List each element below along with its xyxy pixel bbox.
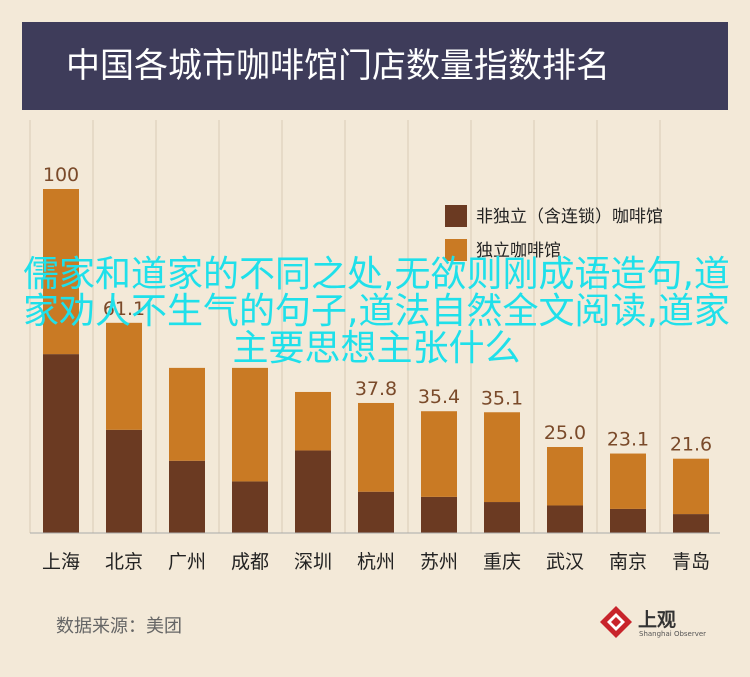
- x-tick-label: 深圳: [294, 551, 332, 573]
- bar-segment-chain: [484, 502, 520, 533]
- bar-segment-independent: [484, 412, 520, 503]
- bar-segment-independent: [43, 189, 79, 355]
- legend-label: 非独立（含连锁）咖啡馆: [476, 207, 663, 227]
- legend-swatch: [445, 239, 467, 261]
- x-tick-label: 上海: [42, 551, 80, 573]
- x-tick-label: 广州: [168, 551, 206, 573]
- total-label: 61.1: [103, 298, 145, 320]
- total-label: 100: [43, 164, 79, 186]
- bar-segment-chain: [106, 429, 142, 533]
- data-source: 数据来源：美团: [56, 616, 182, 637]
- bars: [43, 189, 709, 533]
- overlay-watermark-text: 儒家和道家的不同之处,无欲则刚成语造句,道家劝人不生气的句子,道法自然全文阅读,…: [23, 254, 730, 369]
- bar-segment-independent: [295, 391, 331, 451]
- x-tick-label: 成都: [231, 551, 269, 573]
- bar-segment-independent: [421, 411, 457, 497]
- bar-segment-chain: [43, 354, 79, 533]
- total-label: 23.1: [607, 429, 649, 451]
- legend-label: 独立咖啡馆: [476, 241, 561, 261]
- bar-segment-independent: [547, 447, 583, 506]
- x-tick-label: 重庆: [483, 551, 521, 573]
- x-tick-label: 苏州: [420, 551, 458, 573]
- total-label: 37.8: [355, 378, 397, 400]
- title-bar: 中国各城市咖啡馆门店数量指数排名: [22, 22, 728, 110]
- total-labels: 100 61.1 37.8 35.4 35.1 25.0 23.1 21.6: [43, 164, 712, 456]
- bar-segment-independent: [106, 322, 142, 430]
- bar-segment-chain: [547, 505, 583, 533]
- chart-title: 中国各城市咖啡馆门店数量指数排名: [66, 46, 610, 86]
- logo-subtitle: Shanghai Observer: [639, 630, 707, 638]
- total-label: 35.4: [418, 386, 460, 408]
- shanghai-observer-logo: 上观 Shanghai Observer: [598, 604, 708, 644]
- total-label: 35.1: [481, 387, 523, 409]
- x-tick-label: 青岛: [672, 551, 710, 573]
- bar-segment-chain: [610, 508, 646, 533]
- bar-segment-chain: [421, 496, 457, 533]
- bar-segment-independent: [358, 402, 394, 492]
- logo-name: 上观: [638, 609, 677, 631]
- x-axis-labels: 上海 北京 广州 成都 深圳 杭州 苏州 重庆 武汉 南京 青岛: [42, 551, 710, 573]
- grid-lines: [29, 120, 661, 533]
- total-label: 21.6: [670, 434, 712, 456]
- bar-segment-independent: [610, 453, 646, 509]
- bar-segment-independent: [673, 458, 709, 515]
- bar-segment-chain: [358, 491, 394, 533]
- bar-segment-independent: [169, 367, 205, 461]
- legend-swatch: [445, 205, 467, 227]
- bar-segment-chain: [673, 514, 709, 533]
- x-tick-label: 南京: [609, 551, 647, 573]
- total-label: 25.0: [544, 422, 586, 444]
- x-tick-label: 杭州: [357, 551, 395, 573]
- logo-mark-icon: [600, 606, 632, 638]
- bar-segment-independent: [232, 367, 268, 482]
- bar-segment-chain: [169, 460, 205, 533]
- bar-segment-chain: [232, 481, 268, 533]
- x-tick-label: 武汉: [546, 551, 584, 573]
- x-tick-label: 北京: [105, 551, 143, 573]
- bar-segment-chain: [295, 450, 331, 533]
